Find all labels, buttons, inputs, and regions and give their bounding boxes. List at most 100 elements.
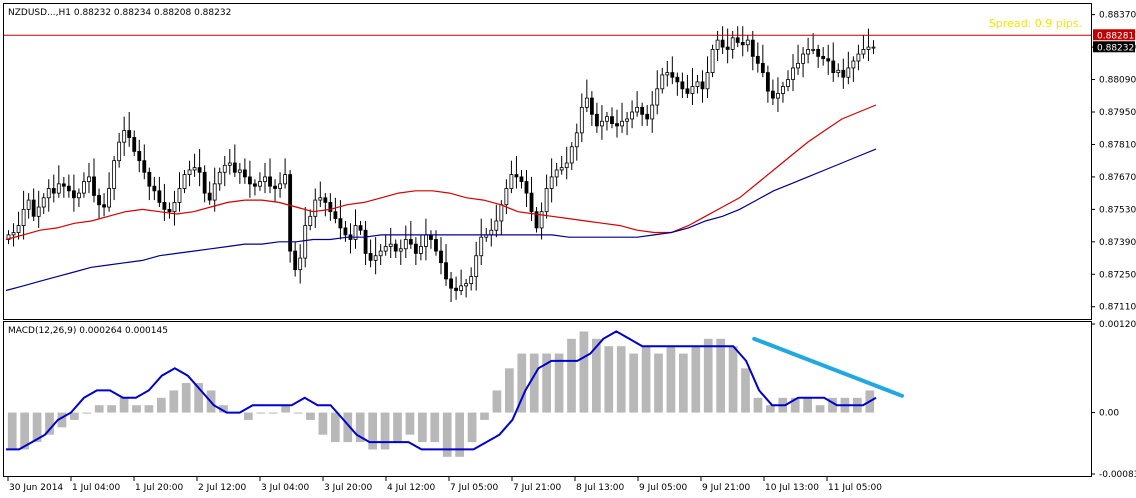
candle-body bbox=[358, 225, 363, 231]
macd-histogram-bar bbox=[368, 412, 377, 450]
candle-body bbox=[720, 39, 725, 48]
candle-body bbox=[56, 183, 61, 194]
macd-histogram-bar bbox=[542, 353, 551, 413]
macd-histogram-bar bbox=[20, 412, 29, 450]
time-axis-label: 10 Jul 13:00 bbox=[765, 483, 819, 493]
candle-body bbox=[6, 234, 11, 240]
macd-axis-label: -0.000833 bbox=[1099, 470, 1136, 480]
macd-histogram-bar bbox=[679, 353, 688, 413]
macd-histogram-bar bbox=[82, 412, 92, 414]
candle-body bbox=[504, 188, 509, 206]
macd-histogram-bar bbox=[169, 390, 179, 413]
candle-body bbox=[464, 283, 469, 287]
macd-histogram-bar bbox=[256, 412, 266, 414]
candle-body bbox=[343, 227, 348, 236]
candle-body bbox=[157, 190, 162, 203]
candle-body bbox=[474, 255, 479, 277]
macd-histogram-bar bbox=[380, 412, 390, 450]
macd-pane-frame bbox=[3, 321, 1092, 477]
candle-body bbox=[861, 49, 866, 55]
candle-body bbox=[177, 188, 182, 203]
candle-body bbox=[715, 39, 720, 50]
price-axis-label: 0.87670 bbox=[1099, 173, 1136, 183]
time-axis-label: 7 Jul 05:00 bbox=[450, 483, 499, 493]
candle-body bbox=[187, 169, 192, 175]
candle-body bbox=[283, 174, 288, 185]
candle-body bbox=[524, 181, 529, 194]
candle-body bbox=[71, 190, 76, 199]
candle-body bbox=[660, 74, 665, 90]
symbol-header: NZDUSD...,H1 0.88232 0.88234 0.88208 0.8… bbox=[8, 8, 231, 18]
price-pane[interactable] bbox=[4, 26, 1091, 303]
candle-body bbox=[549, 176, 554, 189]
macd-axis-label: 0.00 bbox=[1099, 409, 1119, 419]
candle-body bbox=[725, 46, 730, 50]
candle-body bbox=[147, 171, 152, 187]
macd-histogram-bar bbox=[132, 405, 141, 413]
candle-body bbox=[162, 202, 167, 210]
price-axis-label: 0.88090 bbox=[1099, 76, 1136, 86]
candle-body bbox=[26, 199, 31, 210]
candle-body bbox=[650, 104, 655, 120]
candle-body bbox=[46, 188, 51, 199]
macd-histogram-bar bbox=[181, 383, 191, 413]
candle-body bbox=[127, 130, 132, 138]
macd-histogram-bar bbox=[629, 353, 638, 413]
time-axis-label: 30 Jun 2014 bbox=[9, 483, 63, 493]
candle-body bbox=[796, 62, 800, 69]
candle-body bbox=[408, 239, 413, 245]
candle-body bbox=[388, 243, 393, 247]
candle-body bbox=[393, 243, 398, 252]
candle-body bbox=[755, 55, 760, 64]
candle-body bbox=[841, 69, 846, 78]
macd-histogram-bar bbox=[455, 412, 464, 457]
candle-body bbox=[152, 185, 157, 192]
macd-histogram-bar bbox=[355, 412, 365, 443]
candle-body bbox=[313, 199, 318, 217]
candle-body bbox=[318, 197, 323, 201]
macd-histogram-bar bbox=[554, 353, 564, 413]
macd-histogram-bar bbox=[529, 353, 539, 413]
candle-body bbox=[439, 250, 443, 264]
candle-body bbox=[770, 90, 775, 99]
candle-body bbox=[499, 204, 504, 222]
candle-body bbox=[403, 239, 408, 250]
candle-body bbox=[589, 97, 594, 115]
candle-body bbox=[237, 169, 242, 173]
candle-body bbox=[816, 49, 821, 57]
candle-body bbox=[197, 167, 202, 173]
candle-body bbox=[615, 123, 619, 127]
candle-body bbox=[519, 176, 524, 182]
candle-body bbox=[851, 60, 856, 69]
candle-body bbox=[227, 162, 232, 166]
candle-body bbox=[630, 111, 635, 120]
candle-body bbox=[760, 62, 765, 73]
candle-body bbox=[308, 215, 313, 226]
price-axis-label: 0.87530 bbox=[1099, 205, 1136, 215]
macd-histogram-bar bbox=[119, 397, 129, 413]
candle-body bbox=[735, 37, 740, 43]
candle-body bbox=[263, 176, 267, 182]
time-axis-label: 8 Jul 13:00 bbox=[576, 483, 625, 493]
macd-histogram-bar bbox=[144, 405, 154, 413]
candle-body bbox=[444, 262, 448, 280]
macd-histogram-bar bbox=[293, 412, 303, 414]
candle-body bbox=[303, 225, 308, 259]
candle-body bbox=[685, 88, 690, 94]
candle-body bbox=[328, 202, 333, 213]
macd-histogram-bar bbox=[654, 353, 663, 413]
candle-body bbox=[268, 176, 272, 187]
macd-pane[interactable] bbox=[6, 330, 904, 457]
candle-body bbox=[569, 146, 574, 164]
macd-histogram-bar bbox=[343, 412, 353, 443]
candle-body bbox=[288, 174, 293, 252]
macd-histogram-bar bbox=[393, 412, 402, 443]
candle-body bbox=[258, 181, 262, 187]
candle-body bbox=[655, 88, 660, 106]
macd-histogram-bar bbox=[331, 412, 340, 443]
candle-body bbox=[232, 162, 237, 173]
candle-body bbox=[338, 218, 343, 229]
candle-body bbox=[87, 176, 91, 182]
candle-body bbox=[695, 81, 700, 87]
